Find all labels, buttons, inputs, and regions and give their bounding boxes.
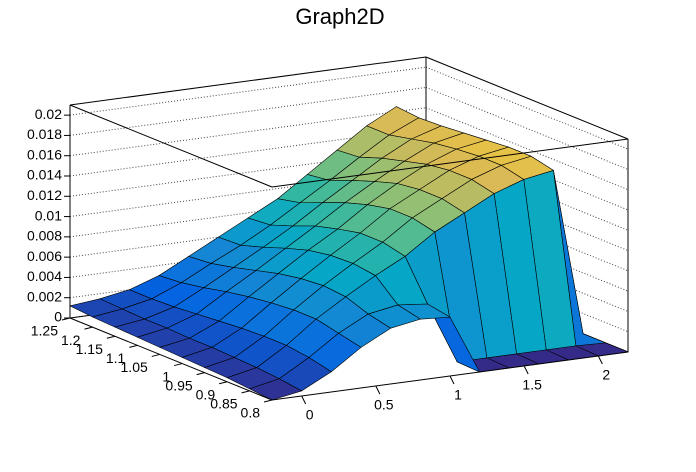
z-tick-label: 0.004 (27, 268, 62, 284)
y-tick (263, 399, 273, 403)
x-tick-label: 1.5 (522, 377, 542, 393)
x-tick-label: 2 (602, 367, 610, 383)
y-tick-label: 1.15 (76, 341, 103, 357)
y-tick (196, 372, 205, 376)
y-tick (106, 335, 116, 339)
y-tick (241, 390, 250, 394)
x-tick (375, 385, 381, 395)
z-tick-label: 0.006 (27, 248, 62, 264)
x-tick-label: 0.5 (374, 397, 394, 413)
z-tick-label: 0.01 (35, 207, 62, 223)
box-edge (425, 56, 629, 140)
grid-line (425, 107, 629, 191)
grid-line (425, 66, 629, 150)
y-tick (129, 344, 138, 348)
y-tick (218, 381, 228, 385)
box-edge (271, 138, 629, 188)
z-tick-label: 0.012 (27, 187, 62, 203)
x-tick-label: 1 (454, 387, 462, 403)
x-tick (301, 395, 307, 405)
x-tick (449, 375, 455, 385)
z-tick-label: 0.014 (27, 167, 62, 183)
y-tick (151, 353, 160, 357)
box-edge (69, 56, 427, 106)
y-tick-label: 0.85 (210, 396, 237, 412)
y-tick-label: 0.9 (196, 386, 216, 402)
z-tick-label: 0 (54, 309, 62, 325)
y-tick-label: 1.05 (121, 359, 148, 375)
y-tick-label: 1.1 (106, 350, 126, 366)
y-tick-label: 1.2 (61, 332, 81, 348)
y-tick (174, 363, 183, 367)
chart-title: Graph2D (295, 4, 384, 29)
x-tick (597, 355, 603, 365)
z-tick-label: 0.018 (27, 126, 62, 142)
z-tick-label: 0.008 (27, 228, 62, 244)
z-tick-label: 0.02 (35, 106, 62, 122)
y-tick-label: 1 (162, 368, 170, 384)
y-tick-label: 0.8 (241, 405, 261, 421)
y-tick-label: 0.95 (165, 377, 192, 393)
z-tick-label: 0.002 (27, 288, 62, 304)
y-tick-label: 1.25 (31, 323, 58, 339)
x-tick-label: 0 (306, 407, 314, 423)
surface-cell (248, 378, 303, 401)
x-tick (523, 365, 529, 375)
y-axis (69, 317, 273, 401)
y-tick (84, 326, 93, 330)
z-tick-label: 0.016 (27, 146, 62, 162)
grid-line (425, 86, 629, 170)
box-edge (69, 104, 273, 188)
